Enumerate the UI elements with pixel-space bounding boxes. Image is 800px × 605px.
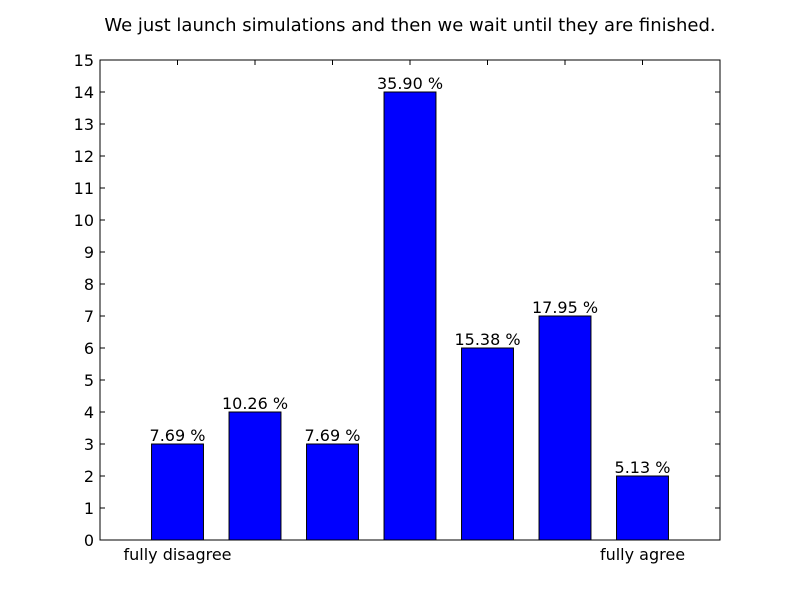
bar-value-label: 5.13 %: [615, 458, 671, 477]
data-labels: 7.69 % 10.26 % 7.69 % 35.90 % 15.38 % 17.95 %…: [150, 74, 671, 477]
x-axis: fully disagree fully agree: [123, 60, 685, 564]
x-tick-label: fully disagree: [123, 545, 231, 564]
y-tick-label: 14: [74, 83, 94, 102]
plot-frame: [99, 59, 721, 541]
chart-title: We just launch simulations and then we w…: [104, 15, 715, 36]
y-tick-label: 7: [84, 307, 94, 326]
y-tick-label: 4: [84, 403, 94, 422]
bar: [616, 475, 669, 541]
y-tick-label: 1: [84, 499, 94, 518]
bar-value-label: 15.38 %: [454, 330, 520, 349]
bar: [151, 443, 204, 541]
bar: [306, 443, 359, 541]
bar-value-label: 10.26 %: [222, 394, 288, 413]
y-tick-label: 13: [74, 115, 94, 134]
y-tick-label: 10: [74, 211, 94, 230]
bar-value-label: 35.90 %: [377, 74, 443, 93]
y-tick-label: 11: [74, 179, 94, 198]
x-tick-label: fully agree: [600, 545, 685, 564]
y-tick-label: 6: [84, 339, 94, 358]
y-tick-label: 8: [84, 275, 94, 294]
bar: [383, 91, 437, 541]
bar: [461, 347, 514, 541]
bar: [228, 411, 282, 541]
bar-value-label: 7.69 %: [150, 426, 206, 445]
y-tick-label: 15: [74, 51, 94, 70]
y-tick-label: 12: [74, 147, 94, 166]
bars: [151, 91, 669, 541]
y-tick-label: 9: [84, 243, 94, 262]
bar-value-label: 7.69 %: [305, 426, 361, 445]
y-tick-label: 5: [84, 371, 94, 390]
bar-value-label: 17.95 %: [532, 298, 598, 317]
y-tick-label: 3: [84, 435, 94, 454]
y-tick-label: 2: [84, 467, 94, 486]
bar: [538, 315, 592, 541]
y-tick-label: 0: [84, 531, 94, 550]
